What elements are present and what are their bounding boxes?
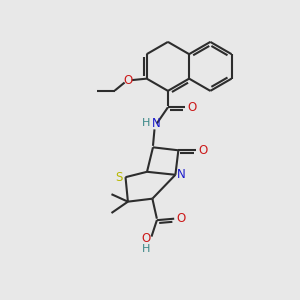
Text: N: N: [152, 117, 161, 130]
Text: O: O: [177, 212, 186, 225]
Text: O: O: [124, 74, 133, 87]
Text: H: H: [142, 118, 150, 128]
Text: O: O: [187, 101, 196, 114]
Text: H: H: [142, 244, 150, 254]
Text: O: O: [198, 144, 208, 157]
Text: S: S: [115, 171, 123, 184]
Text: N: N: [176, 168, 185, 181]
Text: O: O: [142, 232, 151, 245]
